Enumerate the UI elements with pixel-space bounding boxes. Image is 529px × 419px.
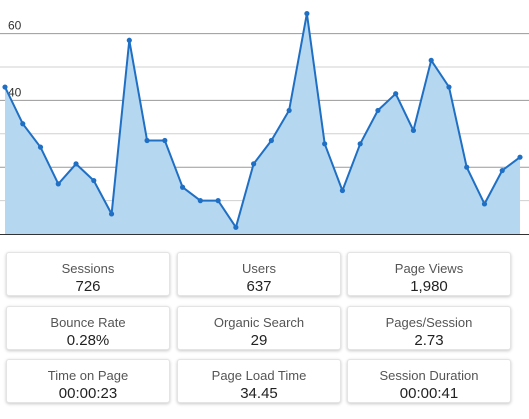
data-point[interactable] (108, 211, 115, 217)
metric-label: Sessions (61, 261, 115, 276)
data-point[interactable] (55, 181, 61, 187)
data-point[interactable] (73, 161, 79, 167)
data-point[interactable] (20, 121, 26, 127)
metric-value: 637 (246, 278, 272, 295)
y-tick-label: 40 (8, 85, 22, 99)
data-point[interactable] (375, 107, 381, 114)
metric-value: 00:00:23 (58, 385, 118, 402)
data-point[interactable] (233, 224, 239, 230)
data-point[interactable] (410, 127, 417, 134)
metric-card-bounce-rate: Bounce Rate 0.28% (6, 306, 170, 350)
metric-value: 00:00:41 (399, 385, 459, 402)
data-point[interactable] (517, 154, 523, 160)
metric-value: 726 (75, 278, 101, 295)
data-point[interactable] (322, 141, 328, 147)
metric-label: Page Views (394, 261, 464, 276)
data-point[interactable] (357, 141, 363, 147)
y-tick-label: 60 (8, 19, 22, 33)
data-point[interactable] (286, 107, 292, 114)
metric-card-pages-per-session: Pages/Session 2.73 (347, 306, 511, 350)
metric-card-page-views: Page Views 1,980 (347, 252, 511, 296)
data-point[interactable] (126, 37, 132, 43)
data-point[interactable] (197, 198, 203, 204)
data-point[interactable] (2, 84, 8, 90)
data-point[interactable] (339, 187, 346, 194)
sessions-chart: 204060 (0, 10, 529, 235)
metric-label: Organic Search (213, 315, 305, 330)
data-point[interactable] (499, 167, 505, 174)
data-point[interactable] (144, 137, 150, 144)
metric-card-time-on-page: Time on Page 00:00:23 (6, 359, 170, 403)
metric-value: 0.28% (66, 332, 110, 349)
data-point[interactable] (481, 201, 488, 207)
metric-label: Bounce Rate (50, 315, 126, 330)
chart-area-fill (5, 13, 520, 234)
metric-value: 2.73 (414, 332, 444, 349)
chart-points (2, 10, 523, 230)
metric-label: Users (242, 261, 276, 276)
data-point[interactable] (393, 91, 399, 97)
chart-series-line (4, 12, 521, 229)
metric-label: Page Load Time (211, 368, 307, 383)
data-point[interactable] (428, 57, 434, 63)
data-point[interactable] (162, 137, 168, 144)
metric-value: 29 (250, 332, 268, 349)
data-point[interactable] (215, 198, 221, 204)
metrics-grid: Sessions 726 Users 637 Page Views 1,980 … (0, 252, 529, 417)
metric-label: Pages/Session (385, 315, 473, 330)
data-point[interactable] (91, 177, 97, 184)
data-point[interactable] (179, 184, 186, 190)
data-point[interactable] (464, 164, 470, 170)
metric-card-organic-search: Organic Search 29 (177, 306, 341, 350)
metric-card-sessions: Sessions 726 (6, 252, 170, 296)
data-point[interactable] (251, 161, 257, 167)
metric-card-session-duration: Session Duration 00:00:41 (347, 359, 511, 403)
metric-value: 1,980 (410, 278, 448, 295)
metric-label: Time on Page (47, 368, 129, 383)
area-chart-svg: 204060 (0, 10, 529, 235)
metric-card-page-load-time: Page Load Time 34.45 (177, 359, 341, 403)
metric-value: 34.45 (240, 385, 278, 402)
data-point[interactable] (304, 10, 310, 17)
metric-card-users: Users 637 (177, 252, 341, 296)
data-point[interactable] (268, 137, 274, 144)
data-point[interactable] (37, 144, 44, 150)
data-point[interactable] (446, 84, 452, 90)
metric-label: Session Duration (379, 368, 479, 383)
